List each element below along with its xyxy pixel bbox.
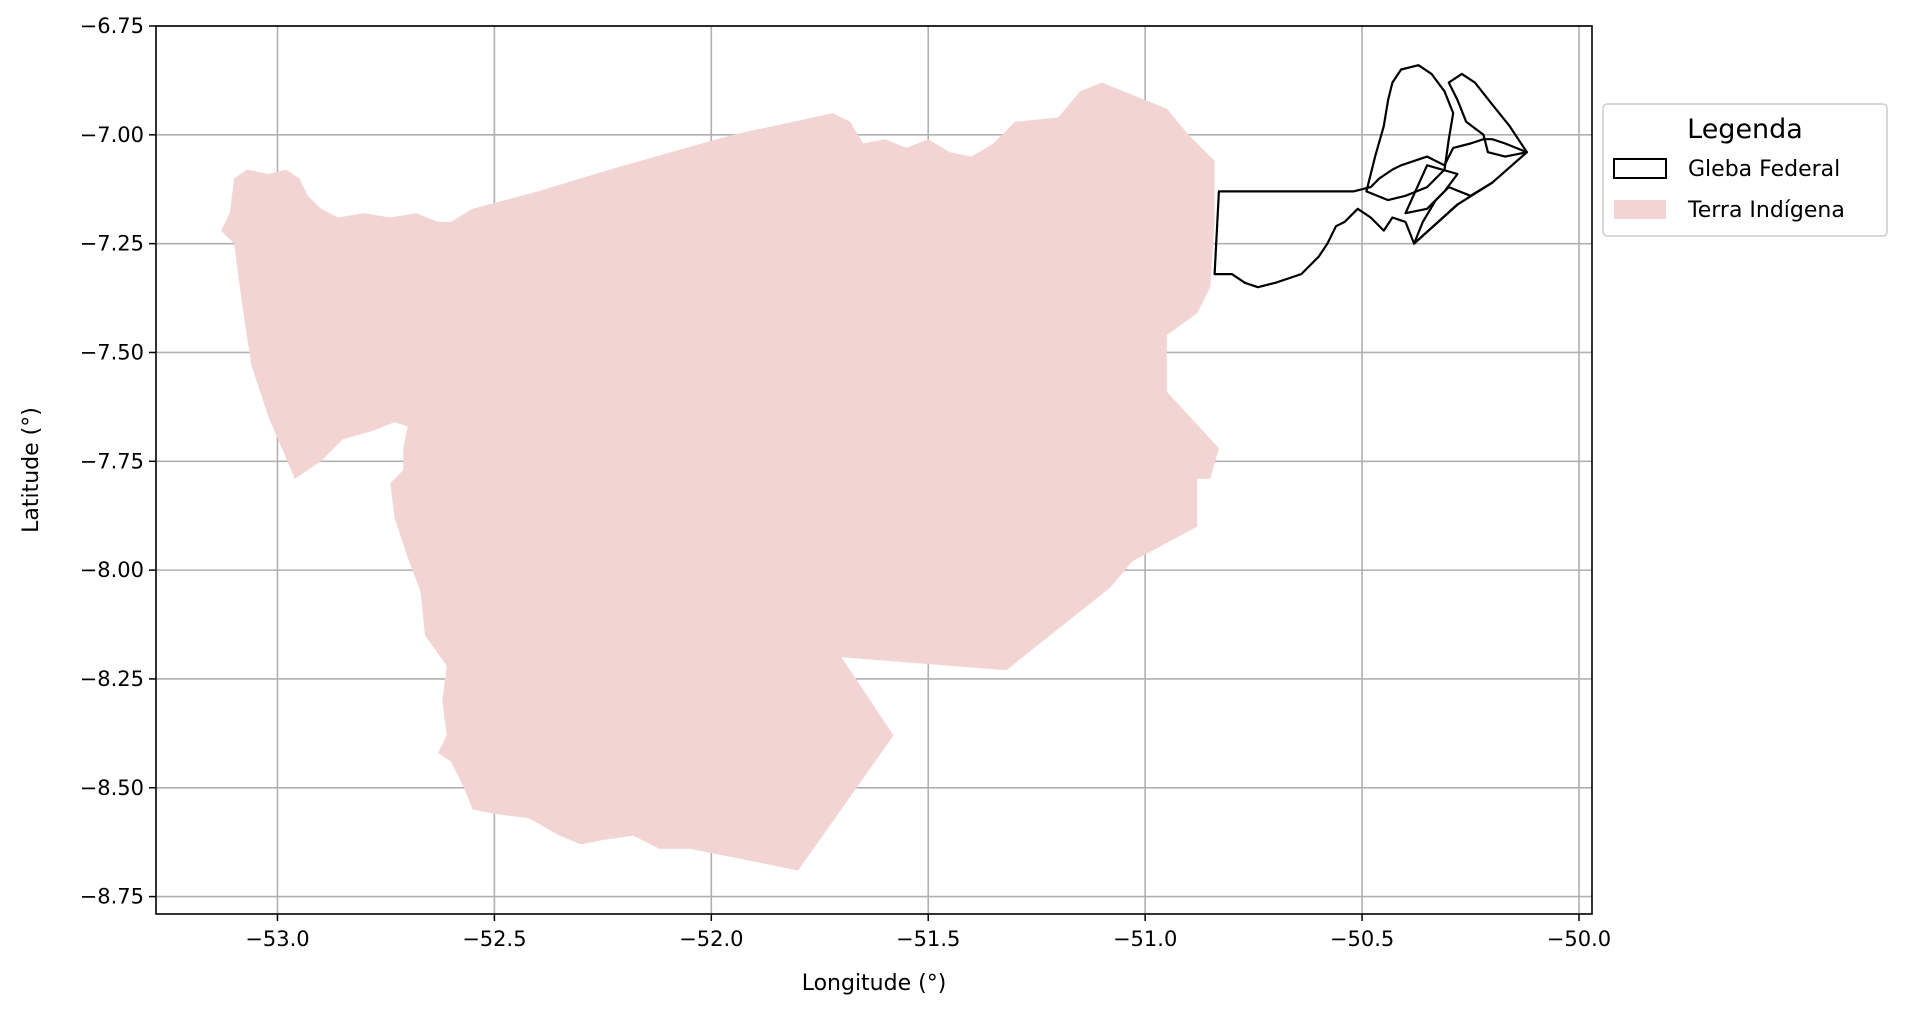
y-axis-ticks: −6.75 −7.00 −7.25 −7.50 −7.75 −8.00 −8.25 −8.50… [80, 14, 156, 909]
x-tick-label: −50.0 [1547, 927, 1611, 951]
y-tick-label: −7.50 [80, 340, 144, 364]
legend-swatch-terra-indigena [1614, 200, 1666, 219]
gleba-federal-polygon [1213, 138, 1528, 289]
x-tick-label: −52.0 [679, 927, 743, 951]
legend-box [1602, 103, 1888, 237]
y-tick-label: −7.25 [80, 232, 144, 256]
legend-swatch-gleba-federal [1613, 158, 1667, 179]
y-axis-label: Latitude (°) [19, 407, 44, 533]
y-tick-label: −6.75 [80, 14, 144, 38]
y-tick-label: −8.25 [80, 667, 144, 691]
legend-label-gleba-federal: Gleba Federal [1688, 157, 1840, 182]
x-tick-label: −52.5 [462, 927, 526, 951]
legend: Legenda Gleba Federal Terra Indígena [1602, 103, 1888, 237]
gleba-federal-polygon [1447, 72, 1528, 158]
x-tick-label: −51.5 [896, 927, 960, 951]
y-tick-label: −8.50 [80, 776, 144, 800]
plot-frame [155, 25, 1593, 915]
x-axis-label: Longitude (°) [802, 971, 947, 996]
gleba-federal-polygon [1404, 164, 1459, 215]
x-tick-label: −53.0 [245, 927, 309, 951]
terra-indigena-polygon [221, 82, 1219, 871]
legend-title: Legenda [1687, 114, 1803, 145]
x-tick-label: −50.5 [1330, 927, 1394, 951]
gleba-federal-polygon [1413, 181, 1494, 245]
x-axis-ticks: −53.0 −52.5 −52.0 −51.5 −51.0 −50.5 −50.0 [245, 914, 1611, 951]
y-tick-label: −8.75 [80, 885, 144, 909]
y-tick-label: −7.75 [80, 449, 144, 473]
x-tick-label: −51.0 [1113, 927, 1177, 951]
y-tick-label: −7.00 [80, 123, 144, 147]
legend-label-terra-indigena: Terra Indígena [1687, 198, 1845, 223]
y-tick-label: −8.00 [80, 558, 144, 582]
terra-indigena-layer [221, 82, 1219, 871]
gleba-federal-layer [1213, 64, 1528, 289]
